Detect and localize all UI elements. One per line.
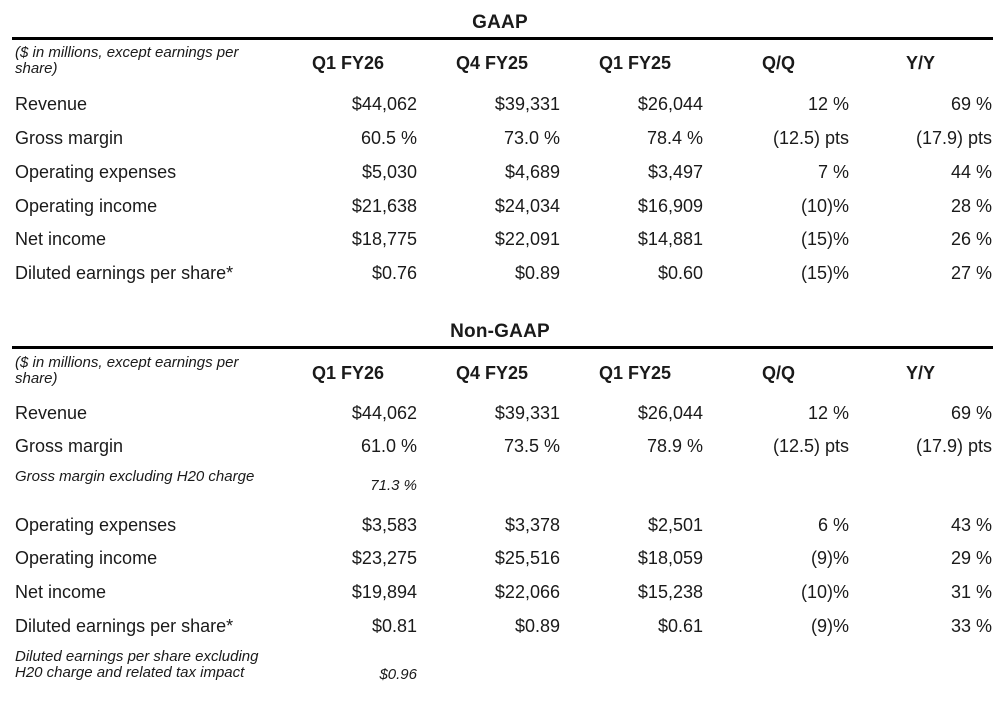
row-label: Gross margin — [15, 436, 124, 456]
units-note: ($ in millions, except earnings per shar… — [15, 44, 239, 77]
cell-value: $5,030 — [361, 162, 417, 182]
cell-value: 43 % — [950, 515, 992, 535]
col-header: Q/Q — [762, 363, 796, 383]
cell-value: $44,062 — [351, 403, 417, 423]
cell-value: (12.5) pts — [772, 436, 849, 456]
cell-value: $21,638 — [351, 196, 417, 216]
cell-value: $44,062 — [351, 94, 417, 114]
cell-value: $14,881 — [637, 229, 703, 249]
row-label: Operating income — [15, 548, 158, 568]
cell-value: $0.61 — [657, 616, 703, 636]
cell-value: $0.89 — [514, 263, 560, 283]
cell-value: 78.4 % — [646, 128, 703, 148]
row-label: Net income — [15, 582, 107, 602]
row-label: Operating expenses — [15, 162, 177, 182]
cell-value: (9)% — [810, 616, 849, 636]
cell-value: 26 % — [950, 229, 992, 249]
cell-value: $26,044 — [637, 403, 703, 423]
row-label: Diluted earnings per share excluding H20… — [15, 648, 259, 681]
cell-value: $24,034 — [494, 196, 560, 216]
col-header: Q/Q — [762, 53, 796, 73]
row-label: Net income — [15, 229, 107, 249]
col-header: Y/Y — [906, 363, 936, 383]
cell-value: 7 % — [817, 162, 849, 182]
col-header: Q1 FY25 — [599, 363, 672, 383]
row-label: Gross margin — [15, 128, 124, 148]
col-header: Q1 FY26 — [312, 363, 385, 383]
cell-value: $3,378 — [504, 515, 560, 535]
cell-value: (12.5) pts — [772, 128, 849, 148]
cell-value: $0.96 — [379, 666, 417, 683]
cell-value: $22,091 — [494, 229, 560, 249]
col-header: Q1 FY25 — [599, 53, 672, 73]
cell-value: (17.9) pts — [915, 128, 992, 148]
cell-value: 6 % — [817, 515, 849, 535]
cell-value: 28 % — [950, 196, 992, 216]
cell-value: $25,516 — [494, 548, 560, 568]
row-label: Diluted earnings per share* — [15, 616, 234, 636]
cell-value: $2,501 — [647, 515, 703, 535]
cell-value: $0.81 — [371, 616, 417, 636]
cell-value: (15)% — [800, 263, 849, 283]
col-header: Y/Y — [906, 53, 936, 73]
cell-value: 33 % — [950, 616, 992, 636]
cell-value: (9)% — [810, 548, 849, 568]
cell-value: $39,331 — [494, 94, 560, 114]
cell-value: $22,066 — [494, 582, 560, 602]
cell-value: (17.9) pts — [915, 436, 992, 456]
cell-value: 69 % — [950, 403, 992, 423]
cell-value: 12 % — [807, 94, 849, 114]
cell-value: $18,059 — [637, 548, 703, 568]
cell-value: $16,909 — [637, 196, 703, 216]
cell-value: 31 % — [950, 582, 992, 602]
cell-value: 73.0 % — [503, 128, 560, 148]
cell-value: $23,275 — [351, 548, 417, 568]
cell-value: $18,775 — [351, 229, 417, 249]
row-label: Revenue — [15, 94, 88, 114]
cell-value: (15)% — [800, 229, 849, 249]
row-label: Revenue — [15, 403, 88, 423]
cell-value: 60.5 % — [360, 128, 417, 148]
section-title: Non-GAAP — [450, 321, 550, 342]
cell-value: $39,331 — [494, 403, 560, 423]
cell-value: 44 % — [950, 162, 992, 182]
row-label: Operating expenses — [15, 515, 177, 535]
cell-value: 29 % — [950, 548, 992, 568]
section-title: GAAP — [472, 12, 528, 33]
section-rule — [12, 37, 993, 40]
col-header: Q4 FY25 — [456, 53, 529, 73]
cell-value: (10)% — [800, 582, 849, 602]
col-header: Q1 FY26 — [312, 53, 385, 73]
cell-value: $4,689 — [504, 162, 560, 182]
cell-value: (10)% — [800, 196, 849, 216]
units-note: ($ in millions, except earnings per shar… — [15, 354, 239, 387]
cell-value: $15,238 — [637, 582, 703, 602]
row-label: Operating income — [15, 196, 158, 216]
cell-value: 78.9 % — [646, 436, 703, 456]
row-label: Diluted earnings per share* — [15, 263, 234, 283]
cell-value: $26,044 — [637, 94, 703, 114]
section-rule — [12, 346, 993, 349]
row-label: Gross margin excluding H20 charge — [15, 468, 255, 485]
cell-value: $3,583 — [361, 515, 417, 535]
cell-value: 73.5 % — [503, 436, 560, 456]
cell-value: $0.76 — [371, 263, 417, 283]
cell-value: 12 % — [807, 403, 849, 423]
cell-value: 27 % — [950, 263, 992, 283]
cell-value: $19,894 — [351, 582, 417, 602]
cell-value: $3,497 — [647, 162, 703, 182]
cell-value: $0.89 — [514, 616, 560, 636]
col-header: Q4 FY25 — [456, 363, 529, 383]
cell-value: 69 % — [950, 94, 992, 114]
cell-value: $0.60 — [657, 263, 703, 283]
cell-value: 71.3 % — [370, 477, 417, 494]
cell-value: 61.0 % — [360, 436, 417, 456]
